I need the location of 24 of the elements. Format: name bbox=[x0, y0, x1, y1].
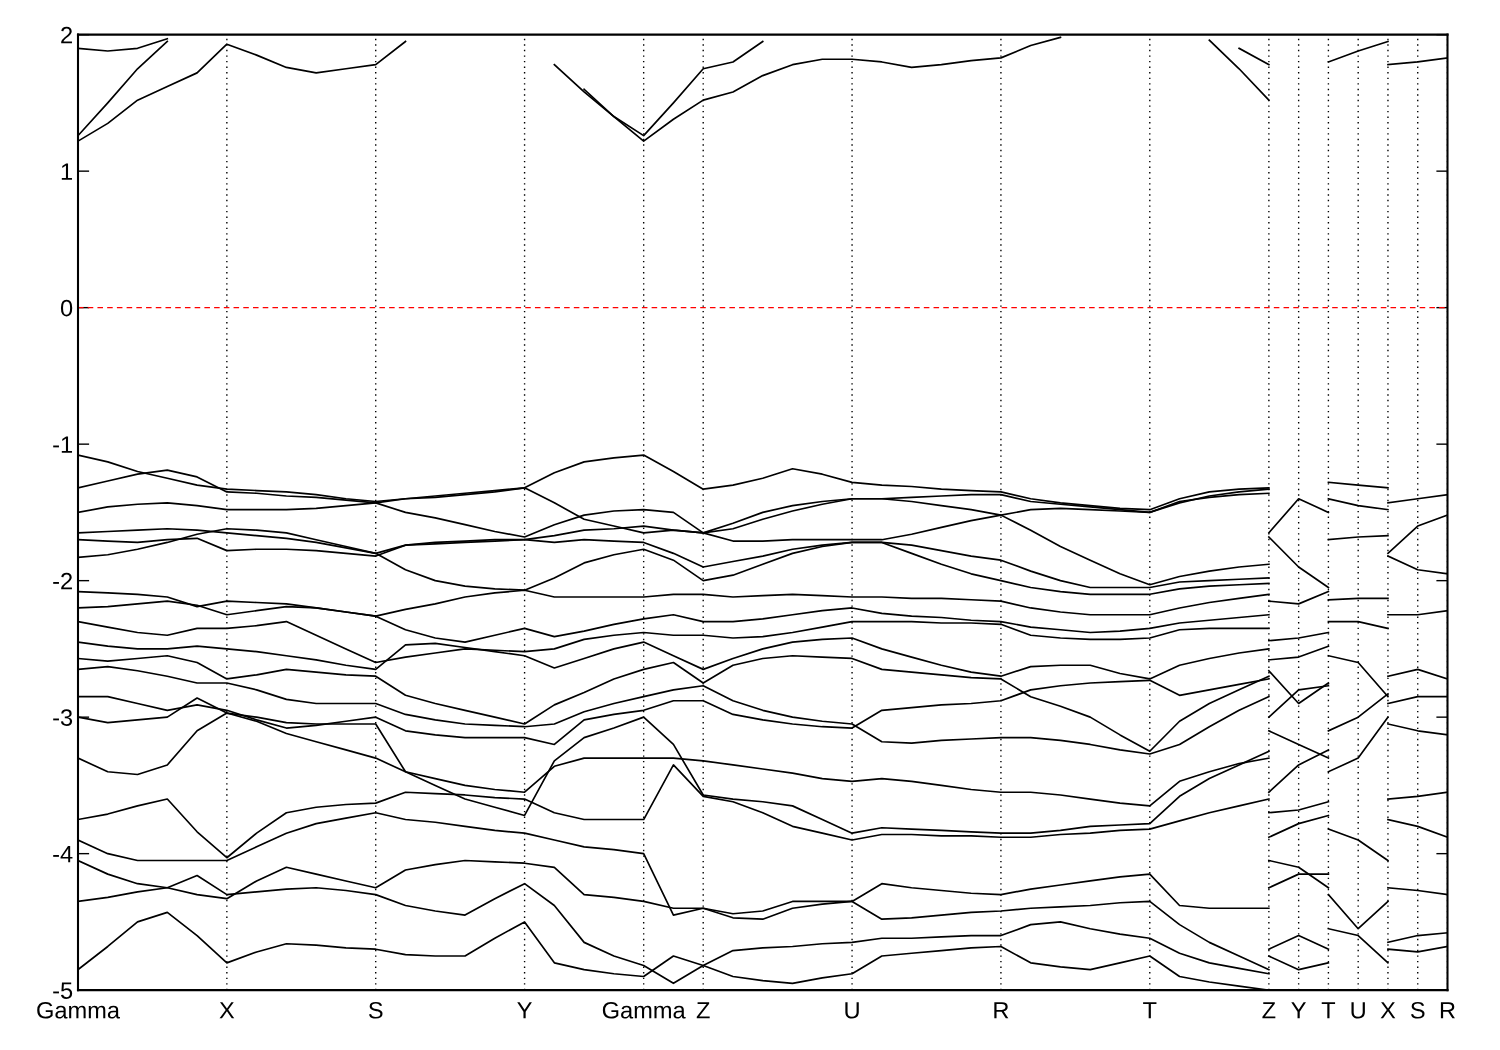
y-tick-label: -1 bbox=[53, 436, 72, 453]
x-tick-label: Gamma bbox=[602, 1001, 686, 1019]
x-tick-label: Z bbox=[696, 1002, 710, 1019]
x-tick-label: U bbox=[845, 1002, 859, 1019]
x-tick-label: T bbox=[1321, 1002, 1336, 1019]
x-tick-label: X bbox=[1380, 1002, 1396, 1019]
x-tick-label: Gamma bbox=[37, 1001, 120, 1019]
y-tick-label: 2 bbox=[61, 26, 72, 44]
x-tick-label: Y bbox=[517, 1002, 532, 1019]
x-tick-label: T bbox=[1143, 1002, 1157, 1019]
y-tick-label: -4 bbox=[53, 845, 73, 863]
x-tick-label: X bbox=[219, 1002, 235, 1019]
y-tick-label: 0 bbox=[60, 299, 73, 317]
x-tick-label: Z bbox=[1262, 1002, 1276, 1019]
x-tick-label: S bbox=[368, 1001, 383, 1019]
x-tick-label: U bbox=[1351, 1002, 1365, 1019]
x-tick-label: R bbox=[994, 1002, 1009, 1019]
x-tick-label: Y bbox=[1291, 1002, 1306, 1019]
y-tick-label: -2 bbox=[53, 572, 72, 590]
y-tick-label: -3 bbox=[53, 709, 73, 726]
x-tick-label: R bbox=[1440, 1002, 1455, 1019]
x-tick-label: S bbox=[1410, 1001, 1425, 1019]
y-tick-label: -5 bbox=[53, 982, 73, 999]
y-tick-label: 1 bbox=[61, 163, 72, 180]
